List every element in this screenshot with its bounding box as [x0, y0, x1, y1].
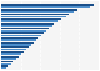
Bar: [1, 18, 61, 20]
Bar: [1, 28, 49, 29]
Bar: [1, 14, 69, 15]
Bar: [1, 53, 21, 55]
Bar: [1, 30, 46, 32]
Bar: [1, 44, 31, 46]
Bar: [1, 6, 90, 8]
Bar: [1, 11, 74, 13]
Bar: [1, 39, 36, 41]
Bar: [1, 65, 8, 67]
Bar: [1, 51, 24, 53]
Bar: [1, 4, 94, 6]
Bar: [1, 49, 26, 50]
Bar: [1, 25, 52, 27]
Bar: [1, 67, 6, 69]
Bar: [1, 63, 11, 65]
Bar: [1, 42, 34, 44]
Bar: [1, 61, 13, 62]
Bar: [1, 23, 54, 25]
Bar: [1, 58, 16, 60]
Bar: [1, 56, 18, 58]
Bar: [1, 37, 38, 39]
Bar: [1, 35, 41, 36]
Bar: [1, 9, 77, 11]
Bar: [1, 46, 29, 48]
Bar: [1, 16, 66, 17]
Bar: [1, 32, 44, 34]
Bar: [1, 20, 58, 22]
